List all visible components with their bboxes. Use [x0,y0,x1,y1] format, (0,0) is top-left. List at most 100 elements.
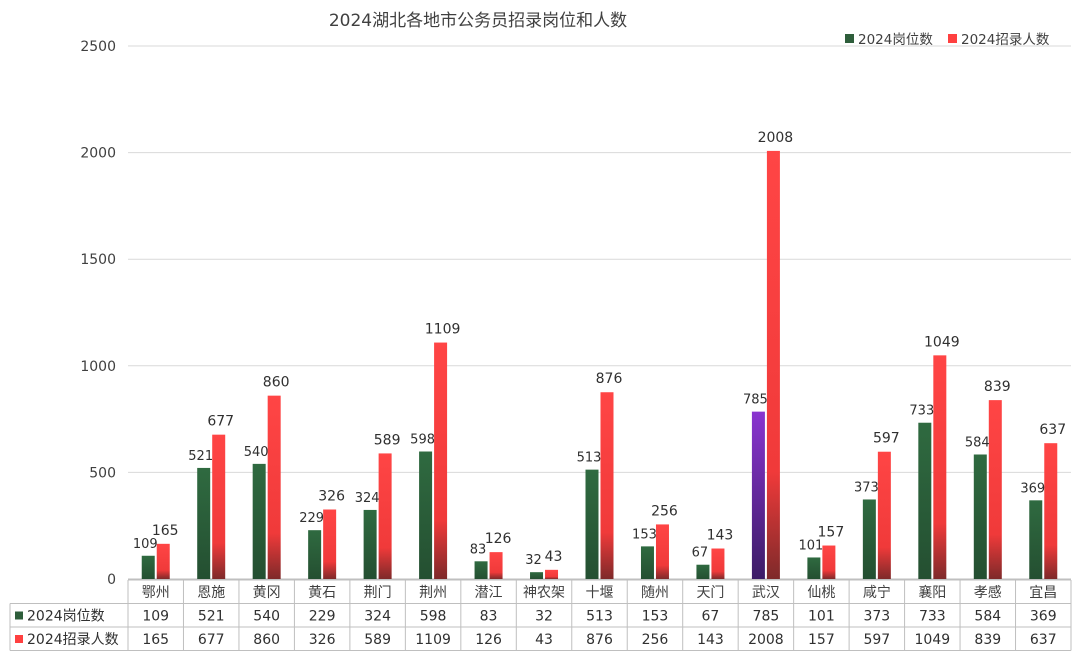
table-cell: 839 [974,632,1001,648]
bar-recruits-10 [655,524,669,579]
bar-recruits-15 [933,355,947,579]
x-category-label: 荆州 [419,585,447,601]
table-cell: 513 [586,609,613,625]
table-cell: 126 [475,632,502,648]
data-label-recruits: 597 [873,431,900,447]
table-cell: 67 [702,609,720,625]
data-label-positions: 521 [188,449,213,464]
data-label-recruits: 677 [207,414,234,430]
bar-recruits-5 [378,453,392,579]
data-label-positions: 324 [355,491,380,506]
y-tick-label: 2500 [80,39,116,55]
data-table: 鄂州 恩施 黄冈 黄石 荆门 荆州 潜江 神农架 十堰 随州 天门 武汉 仙桃 咸宁 襄阳 孝感 宜昌 2024岗… [9,579,1072,651]
x-category-label: 襄阳 [918,585,946,601]
bar-positions-6 [419,451,433,579]
gridlines [128,45,1071,580]
table-cell: 677 [198,632,225,648]
data-label-recruits: 143 [707,528,734,544]
chart-title: 2024湖北各地市公务员招录岗位和人数 [329,11,627,31]
table-cell: 584 [974,609,1001,625]
table-cell: 43 [535,632,553,648]
bar-positions-14 [862,499,876,579]
data-label-recruits: 126 [485,531,512,547]
data-label-recruits: 43 [545,549,563,565]
data-label-positions: 67 [692,546,709,561]
table-series-name: 2024岗位数 [27,609,105,625]
data-label-positions: 153 [632,527,657,542]
data-label-recruits: 839 [984,379,1011,395]
bar-positions-10 [640,546,654,579]
table-cell: 157 [808,632,835,648]
bar-positions-13 [807,557,821,579]
y-tick-label: 0 [107,572,116,588]
legend-swatch-series-2 [948,34,957,43]
data-label-positions: 229 [299,511,324,526]
data-label-positions: 584 [965,435,990,450]
bar-positions-3 [252,463,266,579]
table-cell: 540 [253,609,280,625]
table-cell: 589 [364,632,391,648]
y-tick-label: 1000 [80,359,116,375]
data-label-positions: 513 [577,451,602,466]
legend-swatch-series-1 [845,34,854,43]
bar-recruits-11 [711,548,725,579]
bar-positions-5 [363,509,377,579]
data-label-recruits: 589 [374,432,401,448]
data-label-positions: 369 [1020,481,1045,496]
x-category-label: 黄冈 [253,584,281,601]
bar-recruits-7 [489,552,503,579]
data-label-positions: 83 [470,542,487,557]
bar-positions-1 [141,555,155,579]
y-axis: 0 500 1000 1500 2000 2500 [80,39,116,588]
data-label-positions: 32 [525,553,542,568]
data-label-positions: 101 [798,538,823,553]
legend-label-series-2: 2024招录人数 [961,32,1050,48]
table-cell: 2008 [748,632,784,648]
bar-recruits-4 [323,509,337,579]
bar-positions-11 [696,564,710,579]
bar-recruits-3 [267,395,281,579]
data-label-recruits: 157 [818,525,845,541]
x-category-label: 武汉 [752,585,780,601]
table-cell: 165 [142,632,169,648]
data-label-recruits: 256 [651,503,678,519]
table-cell: 521 [198,609,225,625]
y-tick-label: 1500 [80,252,116,268]
data-label-recruits: 860 [263,375,290,391]
table-cell: 785 [753,609,780,625]
x-category-label: 黄石 [308,584,336,601]
x-category-label: 神农架 [523,585,565,601]
table-cell: 637 [1030,632,1057,648]
bar-recruits-14 [877,451,891,579]
table-cell: 373 [863,609,890,625]
bars [141,150,1058,579]
table-series-name: 2024招录人数 [27,632,119,648]
table-cell: 733 [919,609,946,625]
data-label-recruits: 1109 [425,322,461,338]
x-category-label: 宜昌 [1029,585,1057,601]
table-cell: 597 [863,632,890,648]
table-cell: 324 [364,609,391,625]
data-label-positions: 373 [854,480,879,495]
table-cell: 1049 [915,632,951,648]
data-label-positions: 109 [133,537,158,552]
table-cell: 143 [697,632,724,648]
bar-positions-17 [1029,500,1043,579]
y-tick-label: 500 [89,465,116,481]
x-category-label: 十堰 [586,585,614,601]
legend: 2024岗位数 2024招录人数 [845,32,1050,48]
table-cell: 109 [142,609,169,625]
bar-recruits-17 [1044,443,1058,579]
x-category-label: 荆门 [364,585,392,601]
bar-positions-2 [197,467,211,579]
bar-recruits-12 [766,150,780,579]
table-legend-key [15,611,23,620]
data-label-positions: 540 [244,445,269,460]
x-category-label: 潜江 [475,585,503,601]
bar-positions-8 [530,572,544,579]
data-label-recruits: 2008 [758,130,794,146]
data-label-positions: 598 [410,433,435,448]
bar-recruits-8 [545,569,559,579]
